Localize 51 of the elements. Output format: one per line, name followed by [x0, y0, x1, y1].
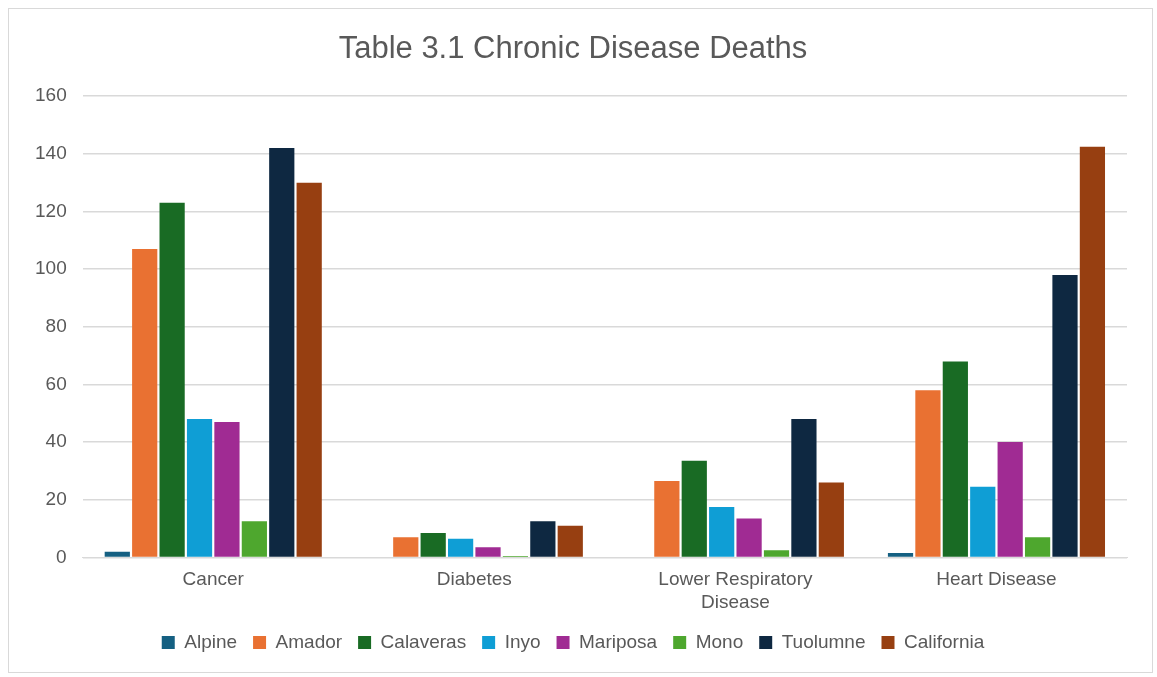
- legend-label: Inyo: [504, 630, 541, 652]
- legend-label: Tuolumne: [781, 630, 866, 652]
- bar: [1079, 146, 1106, 557]
- bar: [420, 532, 446, 557]
- bar: [393, 537, 419, 557]
- bar: [818, 482, 844, 557]
- bar: [159, 202, 185, 557]
- bar: [681, 460, 707, 557]
- y-tick-label: 120: [35, 199, 67, 221]
- bar: [296, 182, 322, 557]
- bar: [214, 421, 240, 557]
- bar: [997, 442, 1023, 557]
- chart-title: Table 3.1 Chronic Disease Deaths: [338, 30, 808, 66]
- y-tick-label: 80: [45, 315, 67, 337]
- legend-label: California: [903, 630, 985, 652]
- bar: [241, 521, 267, 557]
- y-tick-label: 0: [56, 545, 67, 567]
- bar: [791, 419, 817, 557]
- y-tick-label: 100: [35, 257, 67, 279]
- bar: [736, 518, 762, 557]
- bar: [970, 486, 996, 557]
- y-tick-label: 140: [35, 142, 67, 164]
- legend-label: Calaveras: [380, 630, 467, 652]
- bar: [186, 419, 213, 557]
- y-tick-label: 20: [45, 487, 67, 509]
- x-tick-label: Heart Disease: [936, 568, 1057, 590]
- bar: [709, 506, 735, 557]
- bar: [654, 481, 680, 557]
- x-tick-label: Diabetes: [436, 568, 512, 590]
- bar: [269, 148, 295, 557]
- bar: [942, 361, 968, 557]
- y-tick-label: 160: [35, 84, 67, 106]
- bar: [132, 248, 158, 557]
- bar: [448, 538, 474, 557]
- legend-label: Alpine: [184, 630, 238, 652]
- bar: [887, 553, 914, 557]
- y-tick-label: 60: [45, 372, 67, 394]
- y-tick-label: 40: [45, 430, 67, 452]
- bar: [1024, 537, 1051, 557]
- legend-label: Amador: [275, 630, 343, 652]
- bar: [915, 390, 941, 557]
- x-tick-label: Lower Respiratory Disease: [658, 568, 813, 612]
- legend-label: Mariposa: [579, 630, 658, 652]
- legend-label: Mono: [695, 630, 744, 652]
- bar: [530, 521, 556, 557]
- bar: [475, 547, 501, 557]
- bar: [763, 550, 790, 557]
- x-tick-label: Cancer: [182, 568, 245, 590]
- bar: [1052, 274, 1078, 557]
- bar: [104, 551, 130, 557]
- bar: [557, 525, 583, 557]
